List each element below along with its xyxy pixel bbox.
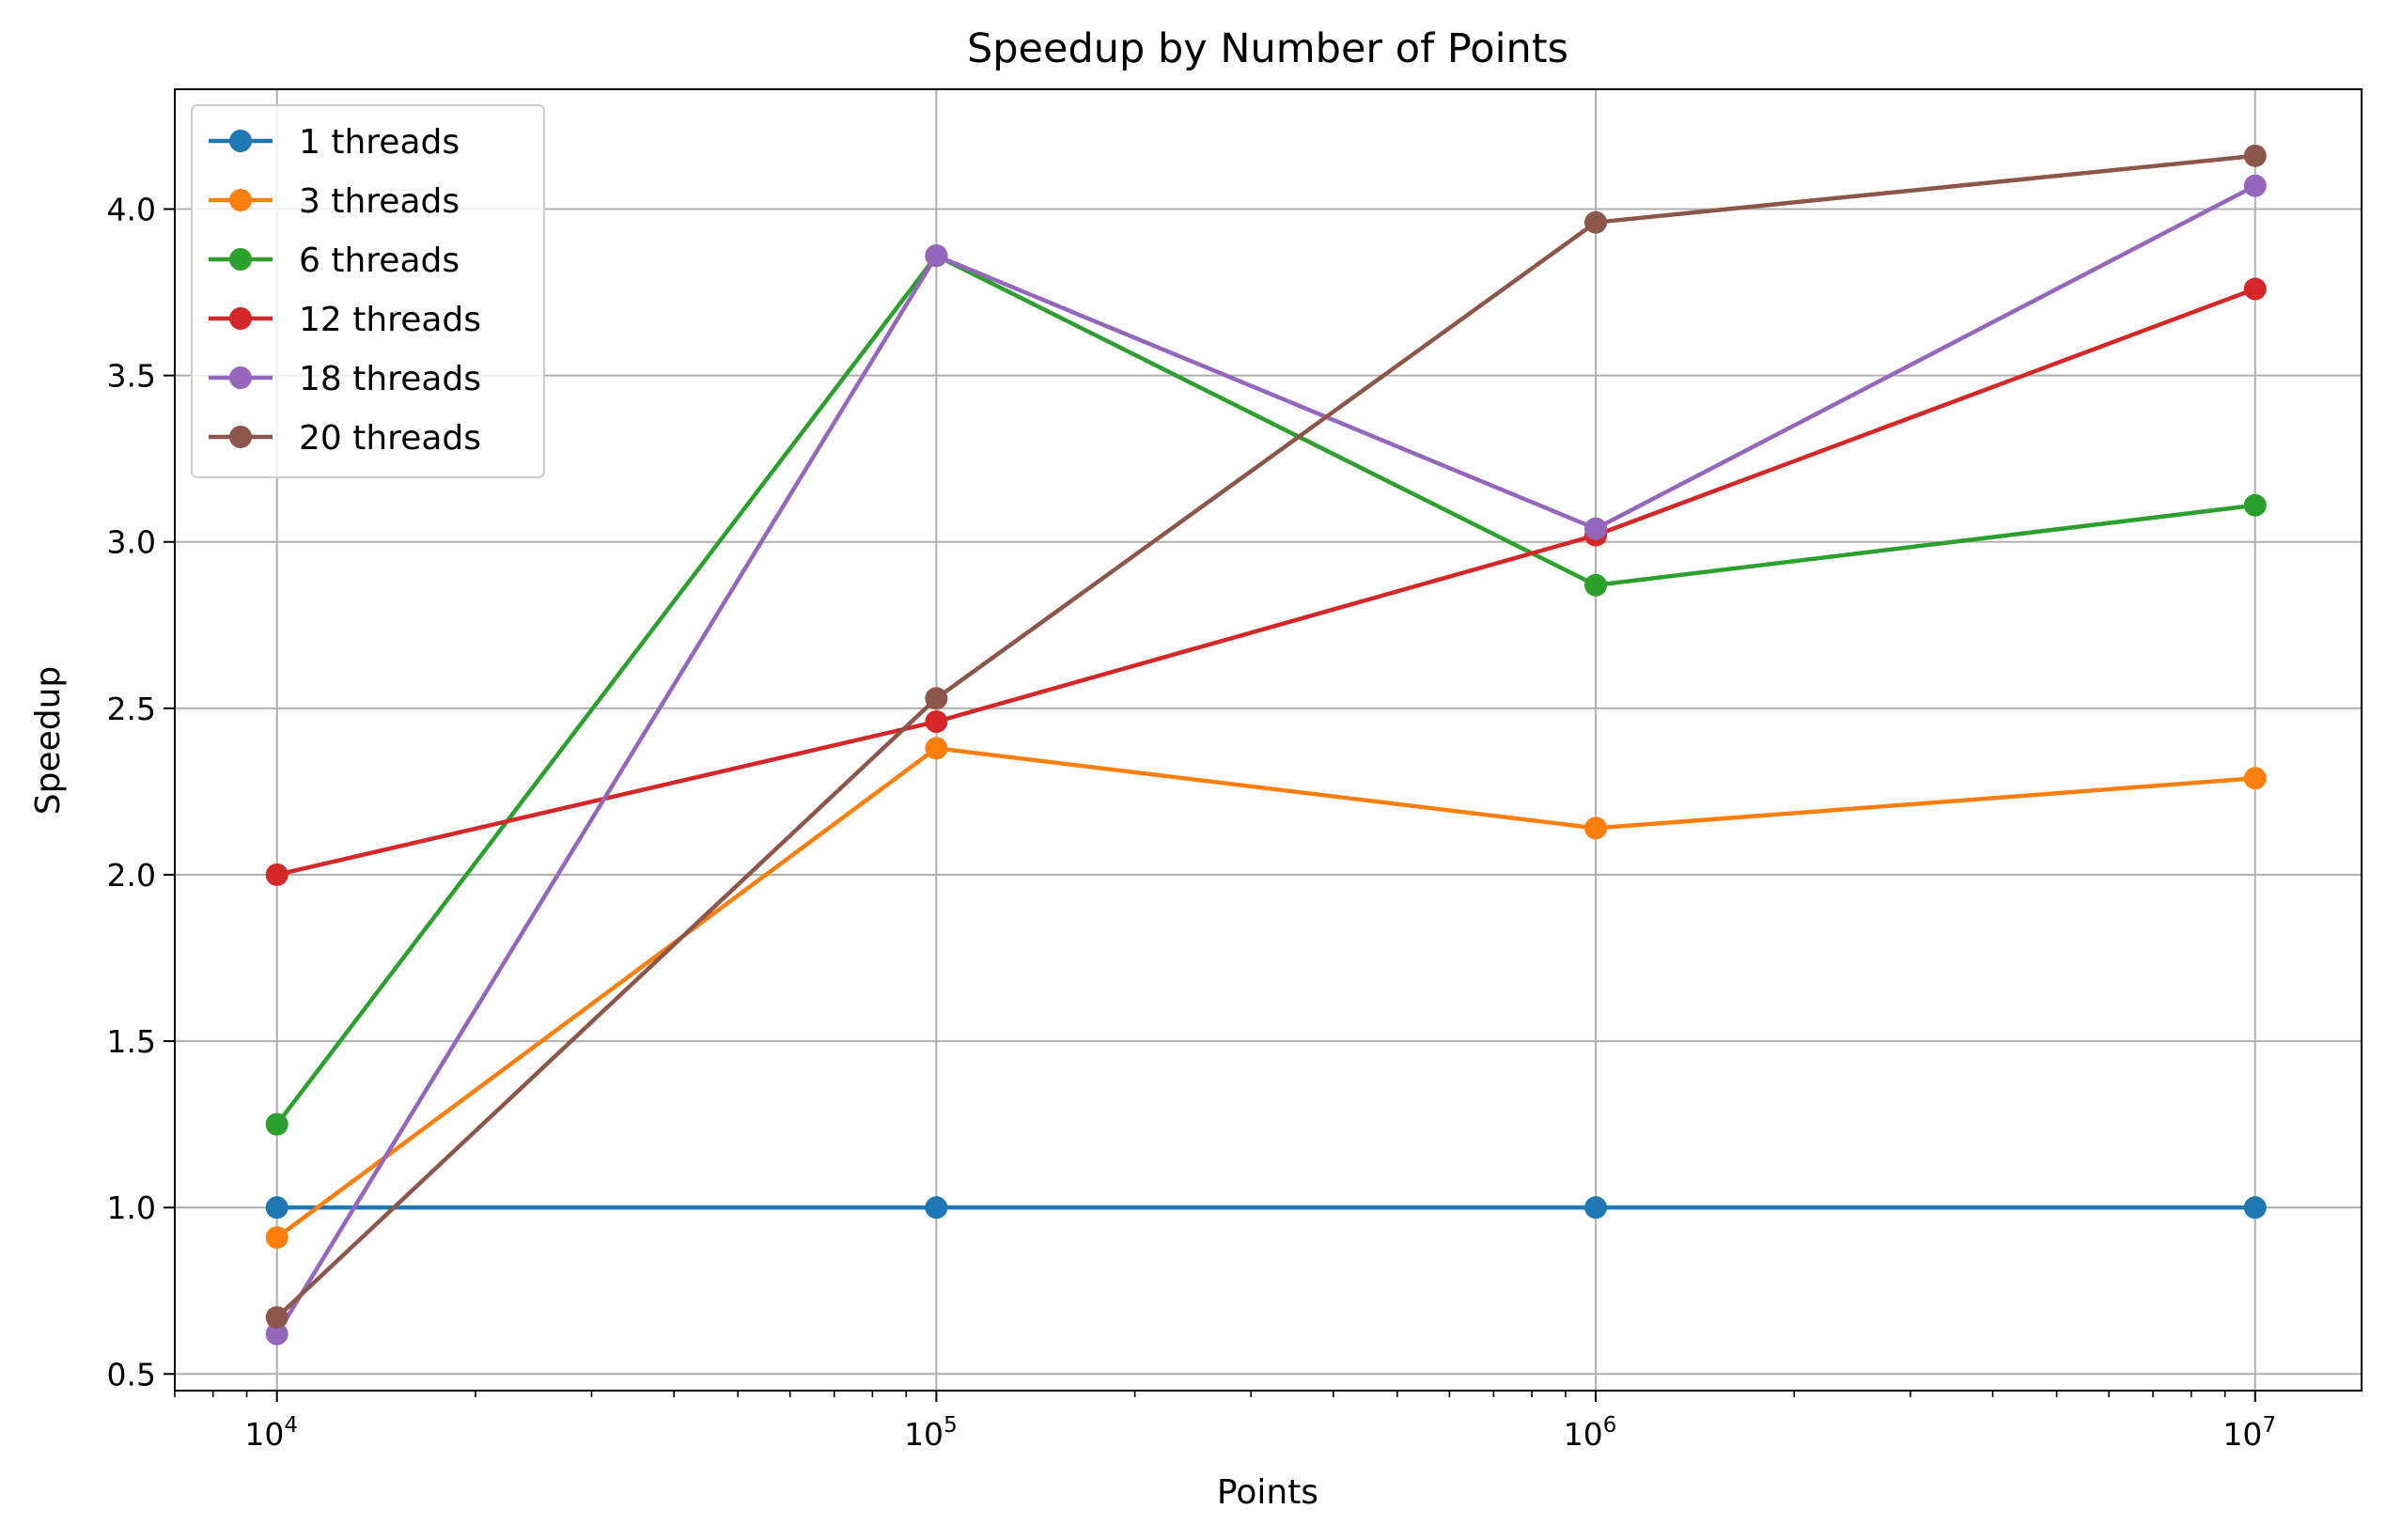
data-point [265, 1322, 289, 1346]
axes: 104 105 106 107 0.5 1.0 1.5 2.0 2.5 3.0 3.5 4.0 [107, 192, 2277, 1453]
chart-title: Speedup by Number of Points [967, 25, 1568, 72]
y-tick-label: 4.0 [107, 192, 156, 228]
series-group [265, 737, 2267, 1250]
series-lines [265, 144, 2267, 1346]
x-axis-title: Points [1217, 1473, 1318, 1512]
data-point [2243, 174, 2267, 197]
series-line [274, 183, 2256, 1335]
series-group [265, 144, 2267, 1330]
data-point [1584, 1196, 1608, 1220]
series-line [275, 746, 2255, 1239]
legend-label: 3 threads [299, 182, 460, 221]
data-point [1584, 573, 1608, 597]
data-point [265, 1226, 289, 1250]
legend-marker [229, 426, 252, 448]
grid-lines [175, 89, 2362, 1391]
series-line [274, 253, 2256, 1126]
data-point [265, 1196, 289, 1220]
data-point [1584, 817, 1608, 840]
x-tick-label: 107 [2222, 1413, 2276, 1453]
legend-label: 6 threads [299, 241, 460, 280]
series-group [265, 1196, 2267, 1220]
data-point [265, 1112, 289, 1136]
legend-label: 12 threads [299, 301, 481, 339]
legend-marker [229, 307, 252, 330]
y-tick-label: 2.5 [107, 691, 156, 727]
legend-marker [229, 130, 252, 152]
legend-marker [229, 189, 252, 211]
data-point [1584, 210, 1608, 234]
y-tick-label: 1.5 [107, 1023, 156, 1060]
y-tick-label: 3.0 [107, 524, 156, 561]
y-tick-label: 3.5 [107, 358, 156, 395]
data-point [925, 687, 948, 710]
series-line [275, 153, 2255, 1319]
legend-label: 20 threads [299, 419, 481, 458]
legend-marker [229, 248, 252, 271]
legend-label: 18 threads [299, 360, 481, 398]
data-point [925, 710, 948, 734]
legend-box [191, 104, 545, 478]
data-point [265, 1306, 289, 1330]
data-point [2243, 493, 2267, 517]
data-point [925, 737, 948, 760]
data-point [1584, 517, 1608, 540]
plot-frame [174, 88, 2363, 1392]
x-tick-label: 105 [904, 1413, 958, 1453]
legend: 1 threads 3 threads 6 threads 12 threads 18 … [191, 104, 545, 478]
y-tick-label: 0.5 [107, 1356, 156, 1392]
legend-label: 1 threads [299, 123, 460, 162]
data-point [2243, 1196, 2267, 1220]
data-point [2243, 277, 2267, 301]
series-group [265, 174, 2267, 1346]
legend-marker [229, 366, 252, 389]
x-tick-label: 104 [244, 1413, 298, 1453]
data-point [925, 244, 948, 268]
y-axis-title: Speedup [29, 666, 68, 816]
data-point [265, 863, 289, 886]
data-point [925, 1196, 948, 1220]
x-tick-label: 106 [1564, 1413, 1617, 1453]
y-tick-label: 2.0 [107, 857, 156, 894]
y-tick-label: 1.0 [107, 1190, 156, 1226]
data-point [2243, 767, 2267, 790]
data-point [2243, 144, 2267, 167]
